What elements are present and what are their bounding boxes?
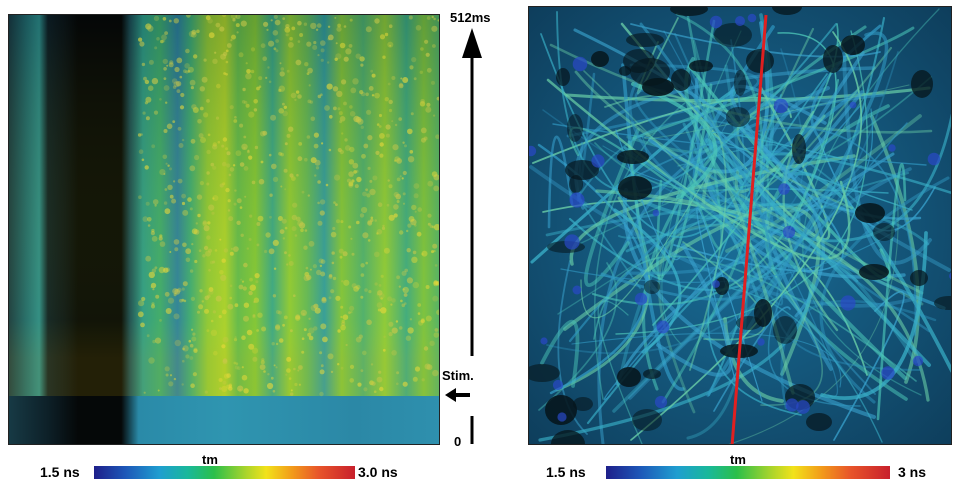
line-scan-image [8, 14, 440, 445]
time-axis-max-label: 512ms [450, 10, 491, 25]
scan-line [730, 14, 768, 444]
lifetime-colorbar-right: tm 1.5 ns 3 ns [546, 452, 946, 482]
lifetime-colorbar-left: tm 1.5 ns 3.0 ns [40, 452, 420, 482]
colorbar-max-label: 3.0 ns [358, 464, 398, 480]
colorbar-max-label: 3 ns [898, 464, 927, 480]
colorbar-title: tm [730, 452, 746, 467]
colorbar-gradient [606, 466, 890, 479]
colorbar-min-label: 1.5 ns [40, 464, 80, 480]
stimulus-label: Stim. [442, 368, 474, 383]
colorbar-title: tm [202, 452, 218, 467]
lifetime-image [528, 6, 952, 445]
colorbar-gradient [94, 466, 355, 479]
time-axis-zero-label: 0 [454, 434, 462, 449]
colorbar-min-label: 1.5 ns [546, 464, 586, 480]
time-axis: 512ms Stim. 0 [442, 6, 522, 449]
